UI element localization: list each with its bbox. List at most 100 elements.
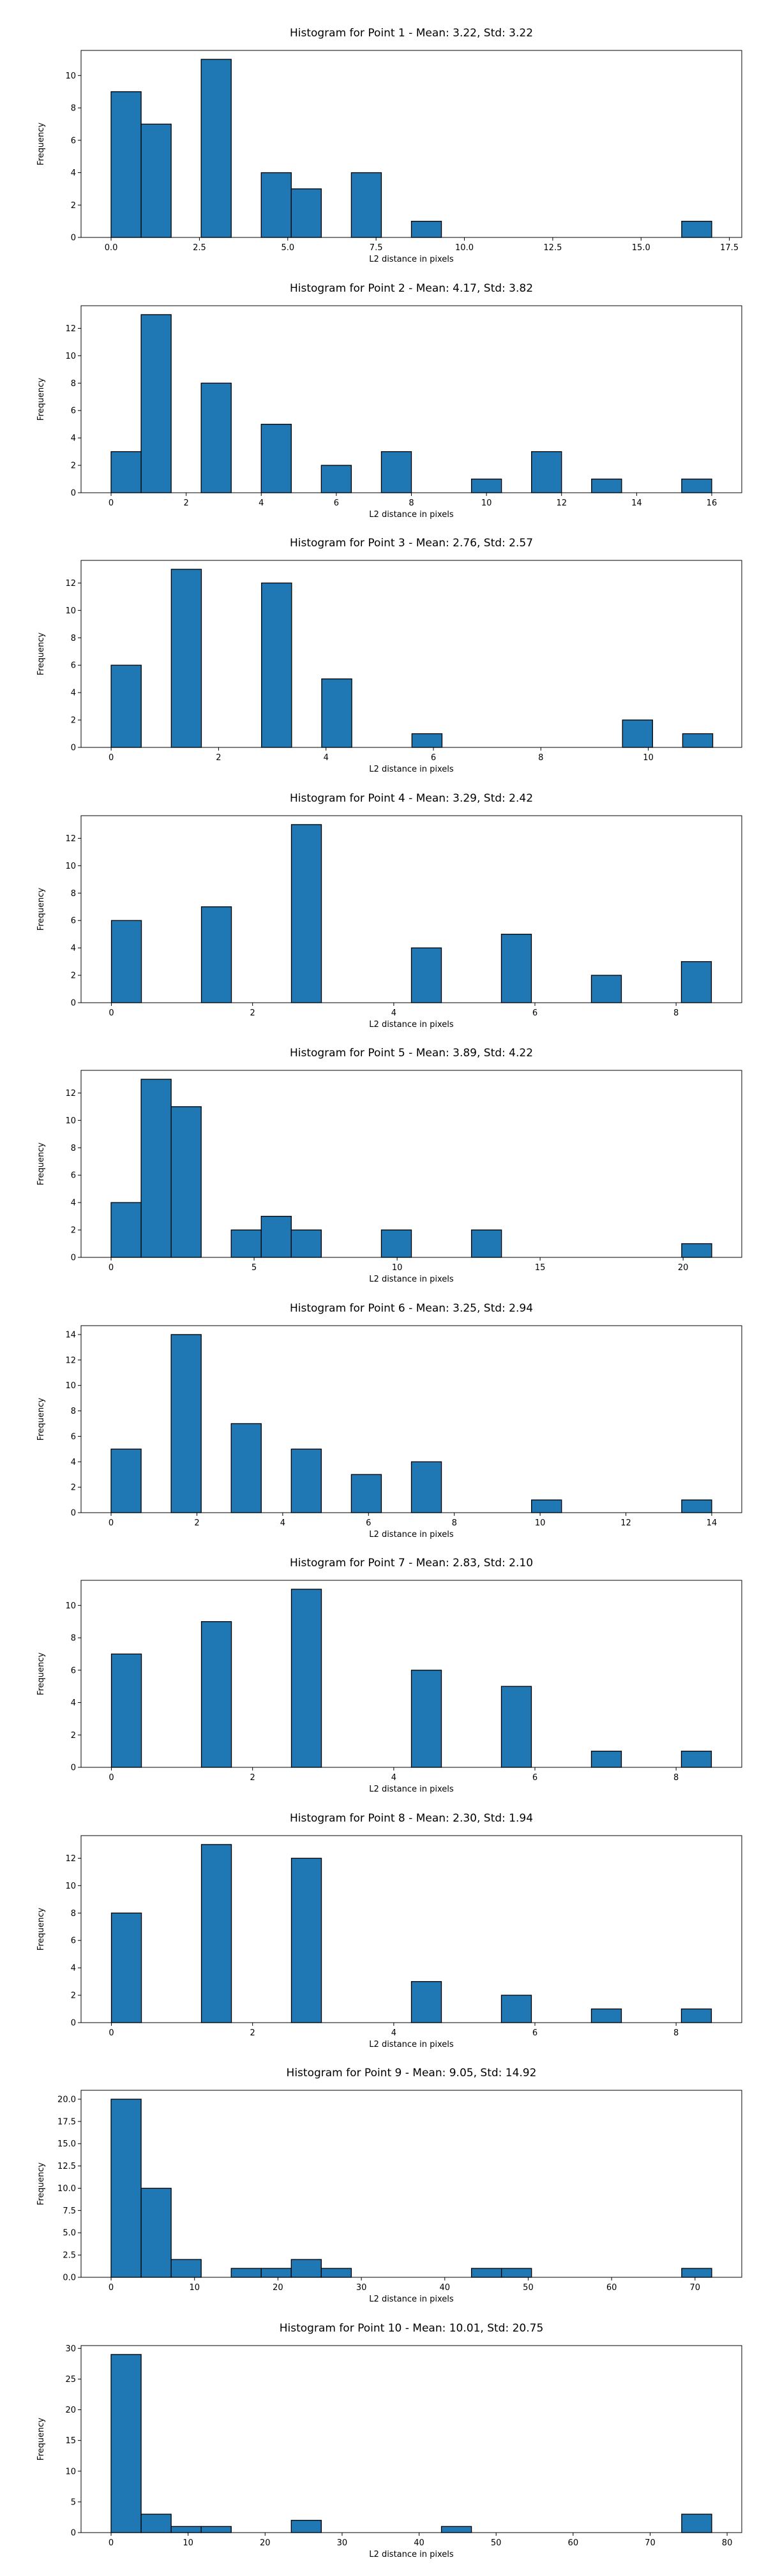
histogram-bar [200, 2526, 232, 2533]
histogram-bar [410, 220, 442, 238]
y-tick-label: 8 [71, 104, 76, 114]
x-axis-label: L2 distance in pixels [369, 255, 454, 264]
histogram-chart-10: Histogram for Point 10 - Mean: 10.01, St… [36, 2322, 742, 2559]
histogram-bar [140, 1079, 172, 1258]
y-axis-label: Frequency [36, 1142, 46, 1185]
y-tick-label: 15 [65, 2436, 76, 2446]
histogram-chart-4: Histogram for Point 4 - Mean: 3.29, Std:… [36, 792, 742, 1030]
histogram-bar [260, 2268, 292, 2278]
x-tick-label: 14 [707, 1518, 717, 1528]
histogram-bar [681, 1499, 712, 1513]
y-tick-label: 8 [71, 1407, 76, 1416]
histogram-bar [682, 733, 714, 748]
y-tick-label: 8 [71, 1908, 76, 1918]
histogram-bar [260, 1215, 292, 1258]
x-tick-label: 20 [260, 2538, 271, 2548]
histogram-bar [110, 1912, 142, 2023]
y-tick-label: 2.5 [63, 2251, 76, 2261]
histogram-bar [290, 2519, 322, 2533]
histogram-bar [110, 451, 142, 493]
histogram-chart-9: Histogram for Point 9 - Mean: 9.05, Std:… [36, 2067, 742, 2304]
y-axis-label: Frequency [36, 2417, 46, 2460]
chart-title: Histogram for Point 9 - Mean: 9.05, Std:… [287, 2067, 537, 2079]
histogram-bar [290, 823, 322, 1003]
plot-frame [80, 1325, 742, 1513]
y-tick-label: 12.5 [57, 2162, 76, 2171]
y-tick-label: 10 [65, 861, 76, 871]
histogram-chart-2: Histogram for Point 2 - Mean: 4.17, Std:… [36, 282, 742, 520]
histogram-bar [110, 2353, 142, 2533]
histogram-bar [680, 1750, 712, 1768]
histogram-bar [110, 664, 142, 748]
histogram-bar [200, 1843, 232, 2023]
x-axis-label: L2 distance in pixels [369, 510, 454, 520]
histogram-bar [320, 2268, 352, 2278]
x-axis-label: L2 distance in pixels [369, 1530, 454, 1539]
histogram-bar [200, 906, 232, 1003]
histogram-bar [680, 2008, 712, 2023]
x-tick-label: 2 [250, 1008, 255, 1018]
x-tick-label: 10 [481, 498, 492, 508]
histogram-bar [500, 1686, 532, 1768]
y-tick-label: 2 [71, 1226, 76, 1236]
x-tick-label: 12.5 [543, 243, 562, 253]
y-tick-label: 10 [65, 1601, 76, 1611]
y-tick-label: 2 [71, 1991, 76, 2000]
y-tick-label: 12 [65, 834, 76, 843]
x-tick-label: 2 [250, 1773, 255, 1783]
y-tick-label: 0.0 [63, 2273, 76, 2283]
y-tick-label: 4 [71, 1457, 76, 1467]
x-tick-label: 6 [366, 1518, 371, 1528]
histogram-bar [200, 1621, 232, 1768]
x-tick-label: 10.0 [455, 243, 474, 253]
histogram-bar [200, 59, 232, 238]
y-tick-label: 8 [71, 1634, 76, 1644]
y-tick-label: 0 [71, 488, 76, 498]
x-tick-label: 0 [109, 753, 114, 763]
histogram-bar [350, 172, 382, 238]
x-tick-label: 0 [109, 1773, 114, 1783]
x-tick-label: 10 [189, 2283, 200, 2293]
x-tick-label: 10 [643, 753, 654, 763]
histogram-bar [110, 91, 142, 238]
x-tick-label: 4 [391, 2028, 396, 2038]
histogram-bar [320, 464, 352, 493]
histogram-bar [290, 1589, 322, 1768]
y-tick-label: 4 [71, 943, 76, 953]
y-tick-label: 14 [65, 1330, 76, 1340]
x-tick-label: 30 [356, 2283, 367, 2293]
histogram-bar [380, 1229, 412, 1258]
x-tick-label: 8 [673, 1008, 679, 1018]
chart-title: Histogram for Point 5 - Mean: 3.89, Std:… [290, 1047, 533, 1060]
x-axis-label: L2 distance in pixels [369, 2040, 454, 2049]
x-tick-label: 10 [183, 2538, 193, 2548]
y-tick-label: 8 [71, 634, 76, 643]
x-tick-label: 0 [109, 2028, 114, 2038]
x-tick-label: 12 [556, 498, 567, 508]
y-tick-label: 20 [65, 2406, 76, 2415]
y-tick-label: 4 [71, 433, 76, 443]
y-tick-label: 2 [71, 1731, 76, 1741]
y-tick-label: 10 [65, 71, 76, 81]
plot-frame [80, 1580, 742, 1768]
x-tick-label: 0 [109, 498, 114, 508]
x-tick-label: 2.5 [193, 243, 206, 253]
x-axis-label: L2 distance in pixels [369, 1785, 454, 1794]
y-tick-label: 0 [71, 234, 76, 243]
y-tick-label: 2 [71, 201, 76, 211]
histogram-bar [500, 933, 532, 1003]
x-tick-label: 30 [337, 2538, 348, 2548]
x-axis-label: L2 distance in pixels [369, 2550, 454, 2559]
x-tick-label: 50 [523, 2283, 534, 2293]
y-tick-label: 30 [65, 2344, 76, 2353]
plot-frame [80, 1070, 742, 1258]
chart-title: Histogram for Point 4 - Mean: 3.29, Std:… [290, 792, 533, 805]
x-tick-label: 50 [491, 2538, 502, 2548]
histogram-bar [410, 1670, 442, 1768]
x-tick-label: 4 [280, 1518, 285, 1528]
y-tick-label: 0 [71, 2018, 76, 2028]
histogram-bar [140, 123, 172, 238]
x-tick-label: 8 [452, 1518, 457, 1528]
x-tick-label: 40 [439, 2283, 450, 2293]
y-tick-label: 4 [71, 1199, 76, 1208]
